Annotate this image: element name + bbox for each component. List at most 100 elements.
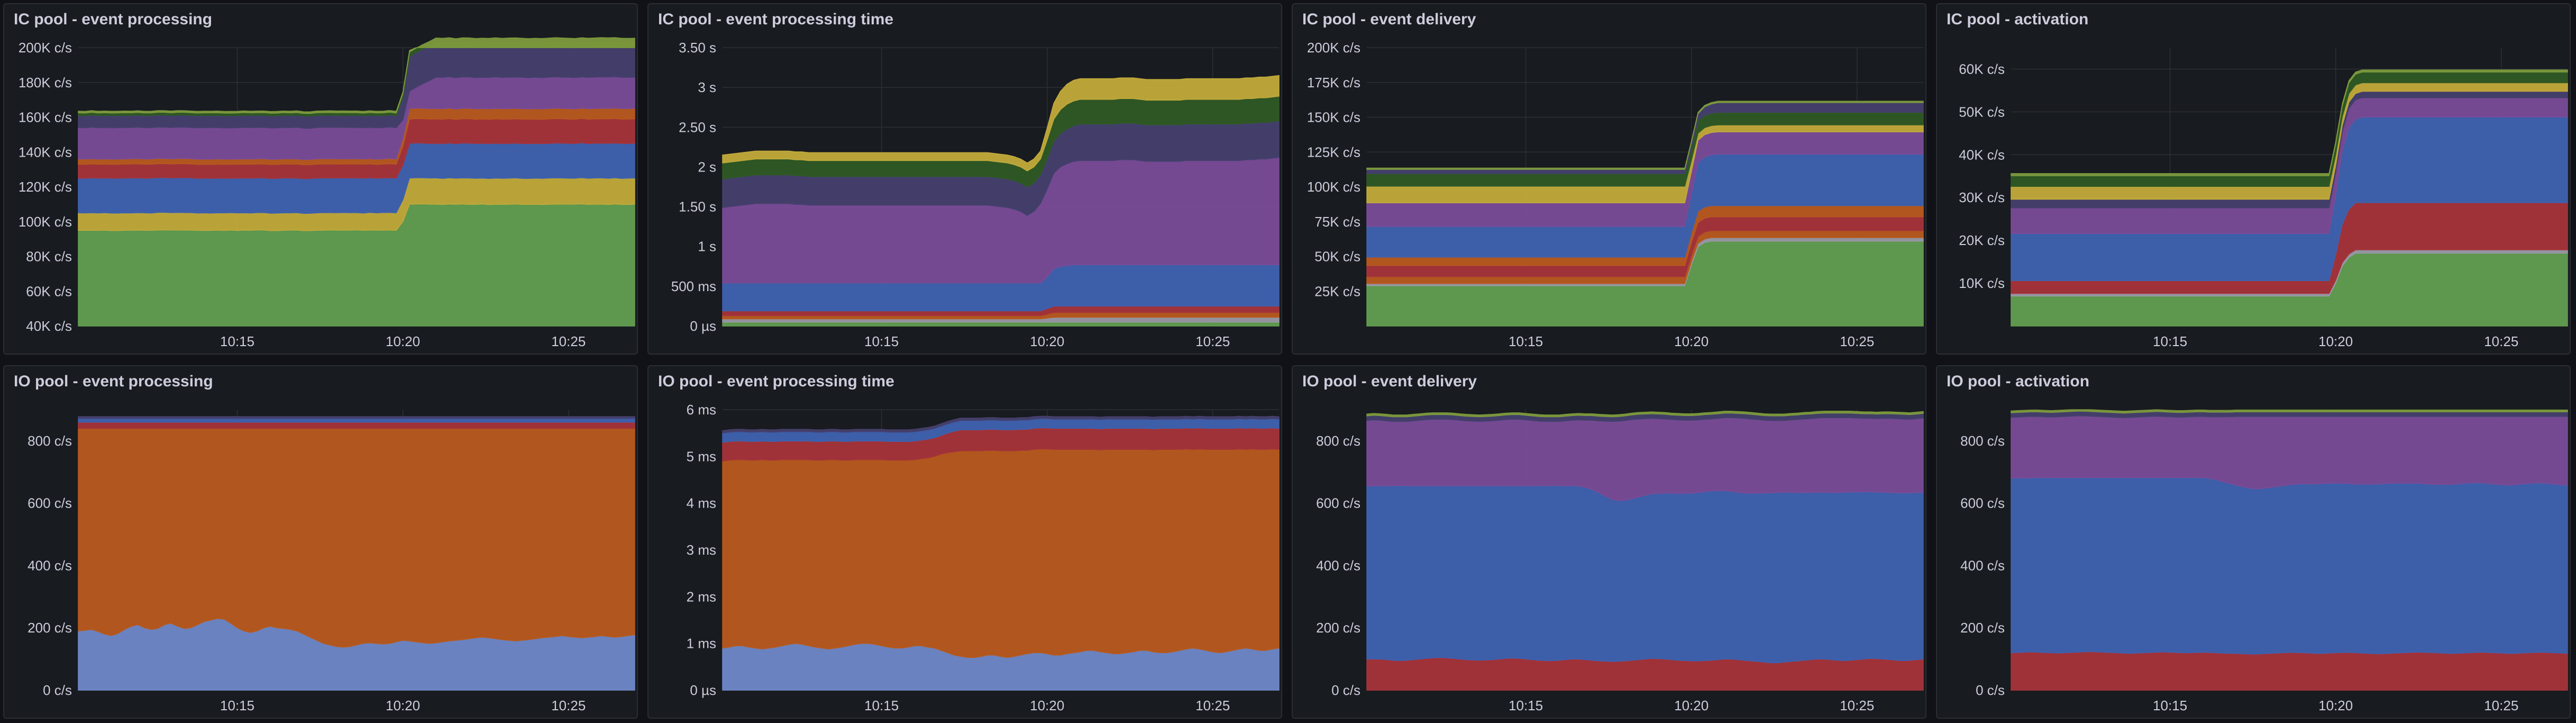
y-tick-label: 60K c/s <box>26 283 72 299</box>
panel-io-event-delivery[interactable]: IO pool - event delivery 0 c/s 200 c/s 400… <box>1292 365 1926 719</box>
area-series-0 <box>722 321 1280 327</box>
stacked-area-chart: 0 c/s 200 c/s 400 c/s 600 c/s 800 c/s 10:15 10… <box>28 410 635 713</box>
x-tick-label: 10:20 <box>2318 698 2353 713</box>
y-tick-label: 40K c/s <box>1959 147 2005 162</box>
panel-title: IO pool - event delivery <box>1302 373 1477 390</box>
area-series-4 <box>2011 409 2568 414</box>
x-tick-label: 10:20 <box>1674 333 1709 349</box>
panel-ic-event-delivery[interactable]: IC pool - event delivery 25K c/s 50K c/s 7… <box>1292 3 1926 355</box>
x-tick-label: 10:20 <box>386 333 420 349</box>
y-tick-label: 6 ms <box>687 402 716 418</box>
y-tick-label: 10K c/s <box>1959 275 2005 291</box>
y-tick-label: 0 µs <box>690 318 716 334</box>
y-tick-label: 200K c/s <box>19 40 72 56</box>
x-tick-label: 10:25 <box>551 698 586 713</box>
x-tick-label: 10:25 <box>1840 333 1874 349</box>
y-tick-label: 400 c/s <box>1960 557 2005 573</box>
y-tick-label: 40K c/s <box>26 318 72 334</box>
y-tick-label: 25K c/s <box>1314 283 1360 299</box>
series-group <box>722 415 1280 691</box>
panel-io-event-processing[interactable]: IO pool - event processing 0 c/s 200 c/s 4… <box>3 365 638 719</box>
y-tick-label: 2 s <box>698 159 716 175</box>
area-series-4 <box>1366 411 1924 418</box>
y-tick-label: 0 µs <box>690 682 716 698</box>
y-tick-label: 200 c/s <box>1960 620 2005 636</box>
stacked-area-chart: 0 µs 1 ms 2 ms 3 ms 4 ms 5 ms 6 ms 10:15 10:20 10… <box>687 402 1280 713</box>
x-tick-label: 10:20 <box>386 698 420 713</box>
y-tick-label: 600 c/s <box>1316 495 1360 511</box>
stacked-area-chart: 25K c/s 50K c/s 75K c/s 100K c/s 125K c/s 150… <box>1307 40 1924 349</box>
y-tick-label: 2.50 s <box>679 119 716 135</box>
y-tick-label: 100K c/s <box>19 214 72 230</box>
panel-io-event-processing-time[interactable]: IO pool - event processing time 0 µs 1 ms… <box>647 365 1282 719</box>
stacked-area-chart: 40K c/s 60K c/s 80K c/s 100K c/s 120K c/s 140… <box>19 37 635 349</box>
area-series-8 <box>78 37 635 114</box>
y-tick-label: 3 ms <box>687 542 716 558</box>
stacked-area-chart: 0 c/s 200 c/s 400 c/s 600 c/s 800 c/s 10:15 10… <box>1960 409 2568 713</box>
area-series-3 <box>78 418 635 423</box>
y-tick-label: 60K c/s <box>1959 61 2005 77</box>
area-series-1 <box>78 428 635 648</box>
y-tick-label: 2 ms <box>687 589 716 604</box>
panel-io-activation[interactable]: IO pool - activation 0 c/s 200 c/s 400 c/s… <box>1936 365 2571 719</box>
area-series-2 <box>78 421 635 429</box>
y-tick-label: 125K c/s <box>1307 144 1360 160</box>
series-group <box>2011 409 2568 691</box>
panel-title: IO pool - activation <box>1947 373 2090 390</box>
area-series-0 <box>1366 657 1924 691</box>
x-tick-label: 10:15 <box>2153 698 2187 713</box>
y-tick-label: 1 ms <box>687 636 716 652</box>
x-tick-label: 10:20 <box>1030 698 1064 713</box>
x-tick-label: 10:25 <box>2484 333 2518 349</box>
y-tick-label: 160K c/s <box>19 110 72 125</box>
y-tick-label: 50K c/s <box>1314 249 1360 265</box>
y-tick-label: 0 c/s <box>43 682 72 698</box>
y-tick-label: 500 ms <box>671 278 716 294</box>
y-tick-label: 30K c/s <box>1959 189 2005 205</box>
panel-title: IO pool - event processing time <box>658 373 894 390</box>
y-tick-label: 4 ms <box>687 495 716 511</box>
x-tick-label: 10:15 <box>220 333 254 349</box>
panel-ic-activation[interactable]: IC pool - activation 10K c/s 20K c/s 30K c… <box>1936 3 2571 355</box>
area-series-4 <box>78 416 635 419</box>
panel-ic-event-processing[interactable]: IC pool - event processing 40K c/s 60K c/… <box>3 3 638 355</box>
panel-ic-event-processing-time[interactable]: IC pool - event processing time 0 µs 500 … <box>647 3 1282 355</box>
area-series-8 <box>722 75 1280 171</box>
y-tick-label: 3 s <box>698 79 716 95</box>
x-tick-label: 10:15 <box>1509 698 1543 713</box>
y-tick-label: 3.50 s <box>679 40 716 56</box>
x-tick-label: 10:15 <box>2153 333 2187 349</box>
area-series-0 <box>2011 651 2568 691</box>
y-tick-label: 100K c/s <box>1307 179 1360 195</box>
y-tick-label: 200 c/s <box>1316 620 1360 636</box>
y-tick-label: 80K c/s <box>26 249 72 265</box>
x-tick-label: 10:20 <box>1674 698 1709 713</box>
x-tick-label: 10:25 <box>2484 698 2518 713</box>
x-tick-label: 10:25 <box>1195 333 1230 349</box>
y-tick-label: 600 c/s <box>28 495 72 511</box>
y-tick-label: 600 c/s <box>1960 495 2005 511</box>
series-group <box>1366 101 1924 327</box>
area-series-8 <box>2011 69 2568 176</box>
panel-title: IC pool - event processing <box>14 11 213 28</box>
panel-title: IC pool - event processing time <box>658 11 894 28</box>
y-tick-label: 140K c/s <box>19 144 72 160</box>
y-tick-label: 20K c/s <box>1959 232 2005 248</box>
y-tick-label: 175K c/s <box>1307 75 1360 91</box>
x-tick-label: 10:15 <box>220 698 254 713</box>
y-tick-label: 150K c/s <box>1307 110 1360 125</box>
area-series-10 <box>1366 101 1924 170</box>
series-group <box>2011 69 2568 327</box>
y-tick-label: 400 c/s <box>28 557 72 573</box>
y-tick-label: 0 c/s <box>1331 682 1360 698</box>
stacked-area-chart: 10K c/s 20K c/s 30K c/s 40K c/s 50K c/s 60K c… <box>1959 48 2568 349</box>
x-tick-label: 10:25 <box>1840 698 1874 713</box>
y-tick-label: 1.50 s <box>679 199 716 215</box>
x-tick-label: 10:15 <box>864 698 899 713</box>
y-tick-label: 50K c/s <box>1959 104 2005 120</box>
area-series-4 <box>722 415 1280 434</box>
series-group <box>1366 411 1924 691</box>
y-tick-label: 800 c/s <box>1316 433 1360 449</box>
stacked-area-chart: 0 c/s 200 c/s 400 c/s 600 c/s 800 c/s 10:15 10… <box>1316 410 1924 713</box>
